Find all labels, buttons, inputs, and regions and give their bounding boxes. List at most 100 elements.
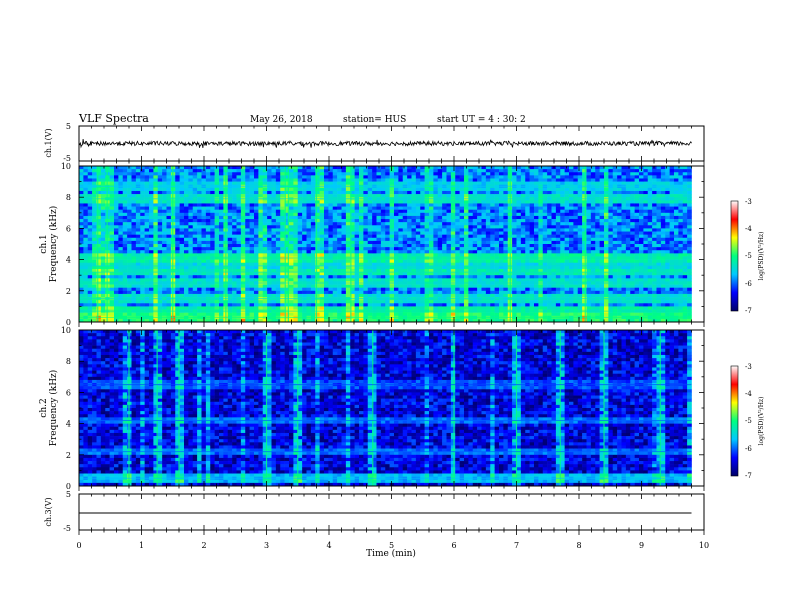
spectrogram-cell <box>394 268 399 273</box>
spectrogram-cell <box>481 300 487 304</box>
spectrogram-cell <box>472 190 478 195</box>
spectrogram-cell <box>149 290 154 295</box>
spectrogram-cell <box>481 259 487 264</box>
spectrogram-cell <box>345 290 351 295</box>
spectrogram-cell <box>92 262 97 267</box>
spectrogram-cell <box>100 222 106 226</box>
spectrogram-cell <box>127 200 132 204</box>
spectrogram-cell <box>232 234 237 239</box>
spectrogram-cell <box>114 303 119 307</box>
spectrogram-cell <box>131 300 137 304</box>
spectrogram-cell <box>450 300 456 304</box>
spectrogram-cell <box>201 215 207 220</box>
spectrogram-cell <box>380 209 386 214</box>
spectrogram-cell <box>363 287 369 292</box>
spectrogram-cell <box>83 166 89 170</box>
spectrogram-cell <box>394 278 399 282</box>
spectrogram-cell <box>118 306 124 310</box>
spectrogram-cell <box>131 250 137 254</box>
spectrogram-cell <box>197 253 202 257</box>
figure-title: VLF Spectra <box>78 112 149 125</box>
spectrogram-cell <box>83 206 89 210</box>
spectrogram-cell <box>293 190 299 195</box>
spectrogram-cell <box>341 231 347 235</box>
spectrogram-cell <box>109 203 115 207</box>
spectrogram-cell <box>227 212 233 217</box>
spectrogram-cell <box>184 240 189 245</box>
spectrogram-cell <box>96 268 102 273</box>
spectrogram-cell <box>315 187 320 192</box>
spectrogram-cell <box>319 312 325 317</box>
spectrogram-cell <box>302 253 307 257</box>
spectrogram-cell <box>267 206 272 210</box>
spectrogram-cell <box>83 284 89 288</box>
spectrogram-cell <box>341 228 347 232</box>
spectrogram-cell <box>149 306 154 310</box>
spectrogram-cell <box>232 178 237 182</box>
spectrogram-cell <box>201 247 207 251</box>
spectrogram-cell <box>345 225 351 229</box>
spectrogram-cell <box>293 300 299 304</box>
spectrogram-cell <box>363 209 369 214</box>
spectrogram-cell <box>398 318 404 323</box>
spectrogram-cell <box>83 234 89 239</box>
spectrogram-cell <box>306 290 312 295</box>
spectrogram-cell <box>271 172 277 176</box>
spectrogram-cell <box>114 265 119 270</box>
spectrogram-cell <box>157 237 163 242</box>
spectrogram-cell <box>140 219 145 223</box>
spectrogram-cell <box>499 187 504 192</box>
spectrogram-cell <box>437 209 443 214</box>
spectrogram-cell <box>179 287 185 292</box>
spectrogram-cell <box>219 178 224 182</box>
spectrogram-cell <box>389 312 395 317</box>
spectrogram-cell <box>324 178 329 182</box>
spectrogram-cell <box>236 212 242 217</box>
spectrogram-cell <box>415 272 421 276</box>
spectrogram-cell <box>494 200 500 204</box>
spectrogram-cell <box>350 209 355 214</box>
spectrogram-cell <box>135 290 141 295</box>
spectrogram-cell <box>481 278 487 282</box>
spectrogram-cell <box>254 200 259 204</box>
spectrogram-cell <box>315 234 320 239</box>
spectrogram-cell <box>254 231 259 235</box>
spectrogram-cell <box>249 222 255 226</box>
spectrogram-cell <box>319 234 325 239</box>
spectrogram-cell <box>232 190 237 195</box>
spectrogram-cell <box>297 272 303 276</box>
spectrogram-cell <box>433 300 439 304</box>
spectrogram-cell <box>450 247 456 251</box>
spectrogram-cell <box>345 215 351 220</box>
spectrogram-cell <box>345 278 351 282</box>
spectrogram-cell <box>319 318 325 323</box>
spectrogram-cell <box>144 293 150 298</box>
spectrogram-cell <box>240 234 246 239</box>
spectrogram-cell <box>420 240 425 245</box>
spectrogram-cell <box>118 253 124 257</box>
spectrogram-cell <box>210 278 215 282</box>
spectrogram-cell <box>197 318 202 323</box>
spectrogram-cell <box>490 265 495 270</box>
spectrogram-cell <box>192 312 198 317</box>
spectrogram-cell <box>236 247 242 251</box>
spectrogram-cell <box>315 209 320 214</box>
spectrogram-cell <box>455 272 460 276</box>
spectrogram-cell <box>236 237 242 242</box>
spectrogram-cell <box>227 181 233 186</box>
spectrogram-cell <box>310 278 316 282</box>
spectrogram-cell <box>131 206 137 210</box>
spectrogram-cell <box>485 206 491 210</box>
spectrogram-cell <box>490 300 495 304</box>
spectrogram-cell <box>135 312 141 317</box>
spectrogram-cell <box>398 212 404 217</box>
spectrogram-cell <box>210 268 215 273</box>
spectrogram-cell <box>407 228 412 232</box>
spectrogram-cell <box>341 212 347 217</box>
spectrogram-cell <box>319 247 325 251</box>
spectrogram-cell <box>459 212 465 217</box>
spectrogram-cell <box>345 237 351 242</box>
spectrogram-cell <box>350 225 355 229</box>
spectrogram-cell <box>201 175 207 179</box>
spectrogram-cell <box>345 181 351 186</box>
